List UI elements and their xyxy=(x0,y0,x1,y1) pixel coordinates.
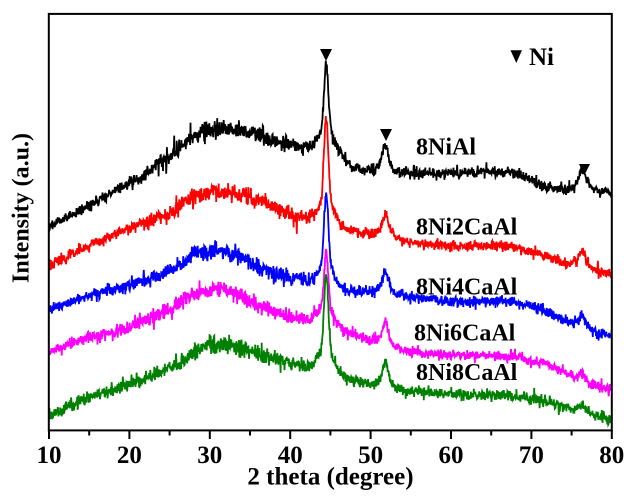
svg-text:80: 80 xyxy=(599,442,624,469)
svg-text:50: 50 xyxy=(358,442,383,469)
svg-text:20: 20 xyxy=(117,442,142,469)
svg-text:8NiAl: 8NiAl xyxy=(416,135,476,161)
svg-text:Intensity (a.u.): Intensity (a.u.) xyxy=(9,133,35,283)
svg-text:8Ni6CaAl: 8Ni6CaAl xyxy=(414,321,516,347)
svg-text:8Ni8CaAl: 8Ni8CaAl xyxy=(416,360,518,386)
svg-text:40: 40 xyxy=(278,442,303,469)
svg-text:70: 70 xyxy=(519,442,544,469)
svg-text:8Ni4CaAl: 8Ni4CaAl xyxy=(416,275,518,301)
svg-text:8Ni2CaAl: 8Ni2CaAl xyxy=(416,215,518,241)
svg-text:Ni: Ni xyxy=(529,44,554,71)
svg-text:60: 60 xyxy=(439,442,464,469)
svg-text:30: 30 xyxy=(197,442,222,469)
svg-text:10: 10 xyxy=(37,442,62,469)
svg-text:2 theta (degree): 2 theta (degree) xyxy=(247,464,413,491)
